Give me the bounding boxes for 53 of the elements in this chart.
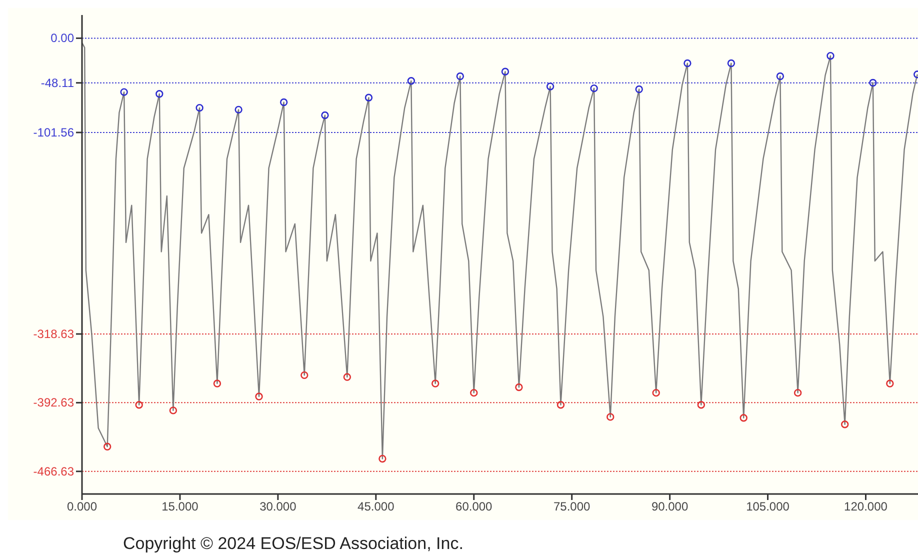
y-tick-label: -48.11 [40, 76, 74, 90]
x-tick-label: 15.000 [162, 500, 199, 514]
point [652, 388, 660, 397]
point [378, 454, 386, 463]
point [635, 85, 643, 94]
point [456, 72, 464, 80]
text: Copyright © 2024 EOS/ESD Association, Inc. [123, 534, 464, 554]
point [501, 68, 510, 76]
x-tick-label: 120.000 [844, 500, 888, 514]
point [234, 106, 242, 114]
point [255, 392, 263, 400]
point [697, 401, 706, 409]
point [606, 413, 614, 421]
point [886, 380, 894, 388]
point [794, 388, 802, 397]
point [364, 94, 373, 102]
point [841, 420, 849, 428]
point [103, 442, 112, 451]
point [590, 84, 598, 92]
y-tick-label: -466.63 [33, 464, 74, 478]
point [300, 371, 308, 380]
point [470, 388, 478, 397]
point [169, 406, 178, 414]
point [280, 98, 288, 106]
y-tick-label: 0.00 [50, 31, 74, 46]
x-tick-label: 0.000 [66, 500, 98, 514]
point [343, 373, 352, 381]
point [213, 380, 222, 388]
point [776, 72, 784, 80]
point [407, 77, 416, 85]
x-tick-label: 105.000 [746, 500, 790, 514]
x-tick-label: 60.000 [456, 500, 493, 514]
point [556, 401, 565, 409]
y-tick-label: -318.63 [33, 326, 74, 341]
point [740, 414, 748, 422]
point [546, 82, 554, 90]
y-tick-label: -101.56 [33, 125, 74, 140]
point [156, 90, 164, 98]
x-tick-label: 90.000 [651, 500, 688, 514]
point [727, 59, 736, 68]
point [120, 88, 128, 96]
point [321, 111, 329, 120]
point [431, 380, 440, 388]
point [826, 52, 834, 60]
point [135, 401, 143, 409]
point [515, 383, 523, 392]
x-tick-label: 30.000 [260, 500, 297, 514]
y-tick-label: -392.63 [33, 396, 74, 410]
point [684, 59, 692, 68]
point [196, 104, 204, 112]
point [869, 78, 877, 87]
x-tick-label: 45.000 [358, 500, 395, 514]
x-tick-label: 75.000 [553, 500, 591, 514]
